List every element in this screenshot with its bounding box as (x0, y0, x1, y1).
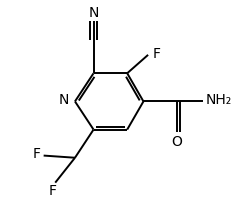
Text: NH₂: NH₂ (205, 93, 232, 107)
Text: O: O (172, 135, 183, 149)
Text: N: N (59, 93, 69, 107)
Text: F: F (32, 148, 40, 162)
Text: N: N (88, 6, 99, 20)
Text: F: F (49, 184, 57, 198)
Text: F: F (152, 47, 160, 61)
